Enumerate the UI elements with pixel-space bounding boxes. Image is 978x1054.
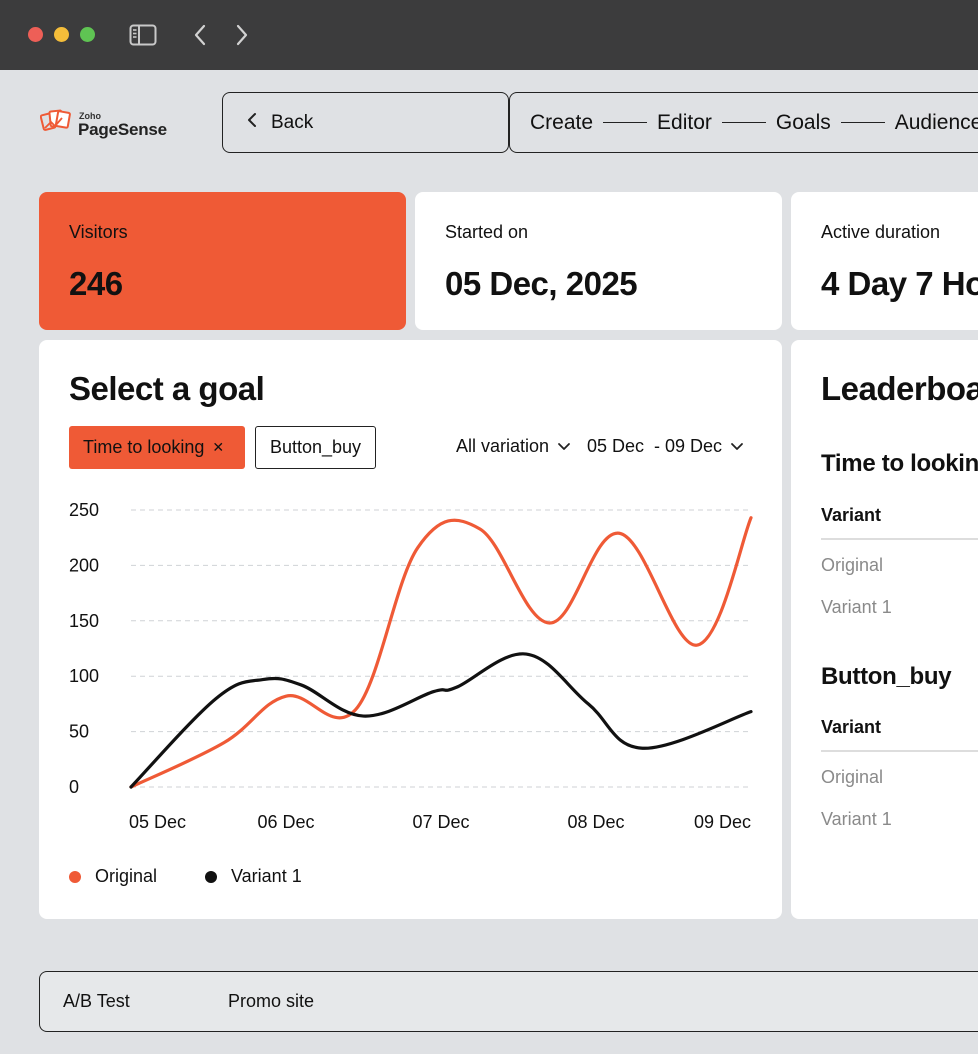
y-tick-label: 0 xyxy=(69,777,79,797)
step-editor[interactable]: Editor xyxy=(657,110,712,134)
leaderboard-row: Original xyxy=(821,555,884,575)
stat-label: Active duration xyxy=(821,222,941,242)
stat-value: 05 Dec, 2025 xyxy=(445,265,638,302)
x-tick-label: 08 Dec xyxy=(567,812,624,832)
y-tick-label: 250 xyxy=(69,500,99,520)
x-tick-label: 06 Dec xyxy=(257,812,314,832)
legend-swatch xyxy=(205,870,217,883)
x-tick-label: 05 Dec xyxy=(129,812,186,832)
experiment-info-bar: A/B Test Promo site xyxy=(39,971,978,1032)
y-tick-label: 50 xyxy=(69,722,89,742)
x-tick-label: 09 Dec xyxy=(694,812,751,832)
y-tick-label: 100 xyxy=(69,666,99,686)
x-tick-label: 07 Dec xyxy=(412,812,469,832)
goal-chip-label: Button_buy xyxy=(269,437,362,457)
date-range-value: 05 Dec - 09 Dec xyxy=(587,436,723,456)
pagesense-logo[interactable]: Zoho PageSense xyxy=(39,108,167,141)
chevron-down-icon xyxy=(557,436,571,457)
stat-value: 246 xyxy=(69,265,123,302)
app-content: Zoho PageSense Back Create Editor Goals … xyxy=(0,70,978,1054)
experiment-type-label: A/B Test xyxy=(63,991,130,1011)
stat-value: 4 Day 7 Hours xyxy=(821,265,978,302)
leaderboard-row: Variant 1 xyxy=(821,597,892,617)
leaderboard-row: Original xyxy=(821,767,884,787)
close-icon[interactable]: ✕ xyxy=(212,439,225,455)
close-window-button[interactable] xyxy=(28,27,43,42)
goal-chip-label: Time to looking xyxy=(83,437,205,457)
maximize-window-button[interactable] xyxy=(80,27,95,42)
step-audience[interactable]: Audience xyxy=(894,110,978,134)
date-range-dropdown[interactable]: 05 Dec - 09 Dec xyxy=(587,436,744,457)
back-button[interactable]: Back xyxy=(222,92,509,153)
chevron-left-icon[interactable] xyxy=(188,20,212,50)
minimize-window-button[interactable] xyxy=(54,27,69,42)
leaderboard-column-header: Variant xyxy=(821,505,882,525)
divider xyxy=(821,538,978,540)
experiment-site-label: Promo site xyxy=(228,991,315,1011)
y-tick-label: 150 xyxy=(69,611,99,631)
series-line-original xyxy=(129,516,753,789)
goal-panel-title: Select a goal xyxy=(69,370,265,407)
leaderboard-column-header: Variant xyxy=(821,717,882,737)
leaderboard-goal-title: Time to looking xyxy=(821,450,978,477)
divider xyxy=(821,750,978,752)
legend-label: Original xyxy=(95,866,158,886)
step-connector xyxy=(840,121,885,124)
active-duration-stat-card: Active duration 4 Day 7 Hours xyxy=(791,192,978,330)
legend-swatch xyxy=(69,870,81,883)
goal-line-chart: 0 50 100 150 200 250 05 Dec 06 Dec 07 Dec 08 Dec 0… xyxy=(69,500,753,832)
leaderboard-goal-title: Button_buy xyxy=(821,663,952,690)
leaderboard-row: Variant 1 xyxy=(821,809,892,829)
legend-item-variant-1[interactable]: Variant 1 xyxy=(205,866,302,887)
leaderboard-title: Leaderboard xyxy=(821,370,978,407)
series-line-variant-1 xyxy=(129,652,753,789)
chevron-down-icon xyxy=(730,436,744,457)
sidebar-icon[interactable] xyxy=(128,20,158,50)
window-titlebar xyxy=(0,0,978,70)
legend-label: Variant 1 xyxy=(231,866,302,886)
visitors-stat-card: Visitors 246 xyxy=(39,192,406,330)
chevron-right-icon[interactable] xyxy=(230,20,254,50)
step-navigation: Create Editor Goals Audience xyxy=(509,92,978,153)
back-button-label: Back xyxy=(271,111,314,133)
step-connector xyxy=(721,121,766,124)
step-goals[interactable]: Goals xyxy=(775,110,831,134)
chevron-left-icon xyxy=(247,112,257,134)
variation-filter-value: All variation xyxy=(456,436,550,456)
stat-label: Started on xyxy=(445,222,529,242)
legend-item-original[interactable]: Original xyxy=(69,866,157,887)
goal-chip-button-buy[interactable]: Button_buy xyxy=(255,426,376,469)
started-on-stat-card: Started on 05 Dec, 2025 xyxy=(415,192,782,330)
step-connector xyxy=(603,121,648,124)
logo-brand-text: Zoho xyxy=(79,110,101,121)
step-create[interactable]: Create xyxy=(530,110,594,134)
pagesense-logo-icon xyxy=(39,108,72,141)
stat-label: Visitors xyxy=(69,222,128,242)
goal-chart-card: Select a goal Time to looking ✕ Button_b… xyxy=(39,340,782,919)
leaderboard-card: Leaderboard Time to looking Variant Orig… xyxy=(791,340,978,919)
logo-product-text: PageSense xyxy=(78,119,167,139)
variation-filter-dropdown[interactable]: All variation xyxy=(456,436,571,457)
goal-chip-time-to-looking[interactable]: Time to looking ✕ xyxy=(69,426,245,469)
y-tick-label: 200 xyxy=(69,555,99,575)
